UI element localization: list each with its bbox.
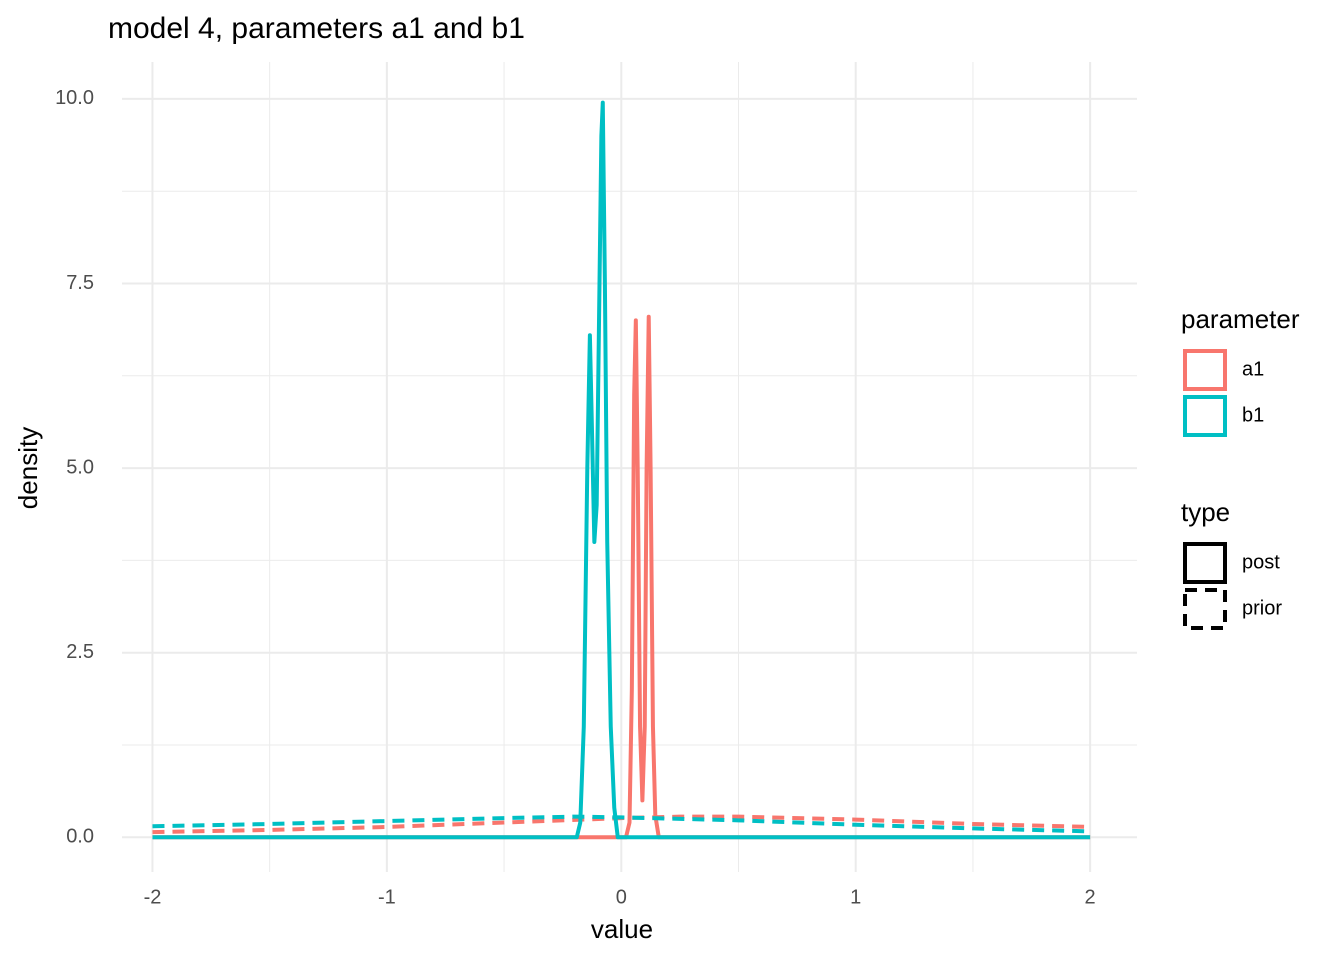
legend-label: prior [1242, 597, 1282, 619]
legend-key [1183, 395, 1227, 437]
y-tick-label: 0.0 [66, 826, 94, 848]
y-tick-label: 2.5 [66, 641, 94, 663]
legend-label: a1 [1242, 358, 1264, 380]
x-tick-label: 1 [850, 886, 861, 908]
legend-label: post [1242, 551, 1280, 573]
x-tick-label: -1 [378, 886, 396, 908]
y-tick-label: 5.0 [66, 456, 94, 478]
legend-title: type [1181, 497, 1230, 527]
density-line [152, 100, 1091, 840]
x-axis-label: value [591, 914, 653, 944]
legend-title: parameter [1181, 304, 1300, 334]
chart-title: model 4, parameters a1 and b1 [108, 12, 525, 45]
density-line [152, 814, 1091, 835]
y-tick-label: 7.5 [66, 272, 94, 294]
x-tick-label: 2 [1085, 886, 1096, 908]
legend-key [1183, 588, 1227, 630]
x-tick-label: -2 [144, 886, 162, 908]
density-line [152, 814, 1091, 834]
y-axis-label: density [13, 427, 43, 509]
legend-label: b1 [1242, 404, 1264, 426]
density-line [152, 314, 1091, 840]
x-tick-label: 0 [616, 886, 627, 908]
legend-key [1183, 542, 1227, 584]
y-tick-label: 10.0 [55, 87, 94, 109]
legend-key [1183, 349, 1227, 391]
